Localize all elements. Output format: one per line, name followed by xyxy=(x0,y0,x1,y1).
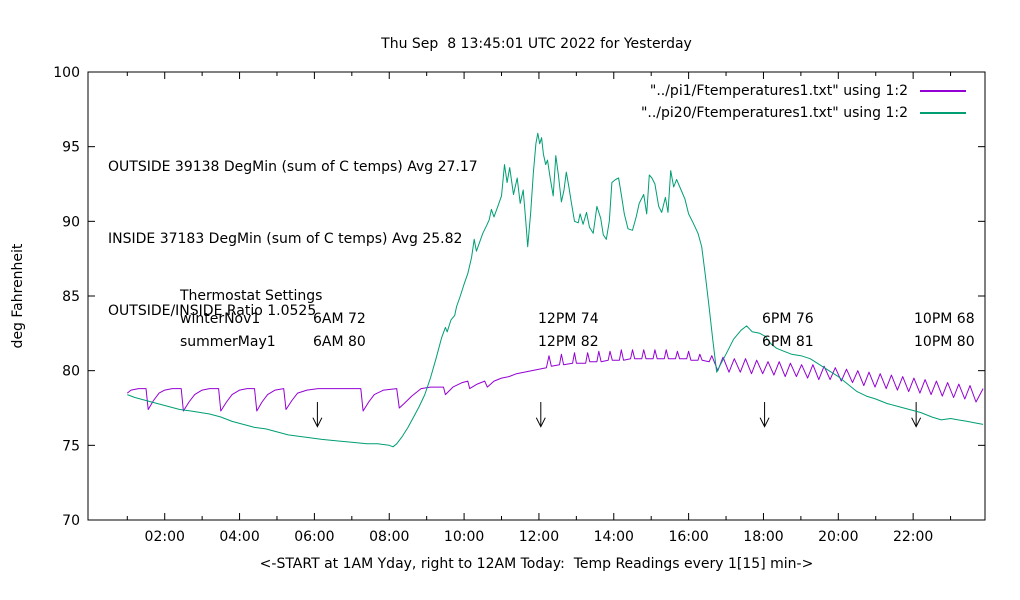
arrow-head xyxy=(911,417,922,428)
thermostat-cell: 10PM 80 xyxy=(914,334,975,350)
legend-swatch-pi20 xyxy=(920,112,966,114)
arrow-head xyxy=(312,417,323,428)
summary-ratio: OUTSIDE/INSIDE Ratio 1.0525 xyxy=(108,303,317,319)
thermostat-cell: 6PM 81 xyxy=(762,334,814,350)
thermostat-cell: 12PM 74 xyxy=(538,311,599,327)
x-axis-label: <-START at 1AM Yday, right to 12AM Today… xyxy=(259,556,814,572)
y-tick-label: 85 xyxy=(62,289,80,305)
y-tick-label: 95 xyxy=(62,140,80,156)
legend: "../pi1/Ftemperatures1.txt" using 1:2 ".… xyxy=(641,80,966,124)
legend-item-pi1: "../pi1/Ftemperatures1.txt" using 1:2 xyxy=(641,80,966,102)
x-tick-label: 16:00 xyxy=(668,529,708,545)
thermostat-cell: summerMay1 xyxy=(180,334,276,350)
y-tick-label: 100 xyxy=(53,65,80,81)
y-tick-label: 70 xyxy=(62,513,80,529)
summary-annotations: OUTSIDE 39138 DegMin (sum of C temps) Av… xyxy=(108,107,478,371)
thermostat-row-summer: summerMay1 6AM 80 12PM 82 6PM 81 10PM 80 xyxy=(0,334,1020,352)
x-tick-label: 12:00 xyxy=(519,529,559,545)
y-tick-label: 75 xyxy=(62,438,80,454)
x-tick-label: 08:00 xyxy=(369,529,409,545)
x-tick-label: 02:00 xyxy=(145,529,185,545)
legend-label-pi20: "../pi20/Ftemperatures1.txt" using 1:2 xyxy=(640,105,908,121)
x-tick-label: 04:00 xyxy=(219,529,259,545)
thermostat-settings-header: Thermostat Settings xyxy=(180,288,323,304)
legend-label-pi1: "../pi1/Ftemperatures1.txt" using 1:2 xyxy=(649,83,908,99)
arrow-head xyxy=(535,417,546,428)
thermostat-cell: 6AM 72 xyxy=(313,311,366,327)
y-axis-label: deg Fahrenheit xyxy=(10,243,26,349)
summary-inside: INSIDE 37183 DegMin (sum of C temps) Avg… xyxy=(108,231,463,247)
thermostat-row-winter: winterNov1 6AM 72 12PM 74 6PM 76 10PM 68 xyxy=(0,311,1020,329)
arrow-head xyxy=(759,417,770,428)
thermostat-cell: 6PM 76 xyxy=(762,311,814,327)
x-tick-label: 22:00 xyxy=(893,529,933,545)
x-tick-label: 20:00 xyxy=(818,529,858,545)
thermostat-cell: 6AM 80 xyxy=(313,334,366,350)
thermostat-cell: 10PM 68 xyxy=(914,311,975,327)
x-tick-label: 18:00 xyxy=(743,529,783,545)
x-tick-label: 10:00 xyxy=(444,529,484,545)
thermostat-cell: winterNov1 xyxy=(180,311,261,327)
thermostat-cell: 12PM 82 xyxy=(538,334,599,350)
chart-title: Thu Sep 8 13:45:01 UTC 2022 for Yesterda… xyxy=(381,36,692,52)
legend-item-pi20: "../pi20/Ftemperatures1.txt" using 1:2 xyxy=(641,102,966,124)
x-tick-label: 14:00 xyxy=(594,529,634,545)
x-tick-label: 06:00 xyxy=(294,529,334,545)
summary-outside: OUTSIDE 39138 DegMin (sum of C temps) Av… xyxy=(108,159,478,175)
y-tick-label: 80 xyxy=(62,364,80,380)
y-tick-label: 90 xyxy=(62,214,80,230)
series-line-pi20 xyxy=(127,132,984,448)
series-line-pi1 xyxy=(126,349,984,412)
legend-swatch-pi1 xyxy=(920,90,966,92)
